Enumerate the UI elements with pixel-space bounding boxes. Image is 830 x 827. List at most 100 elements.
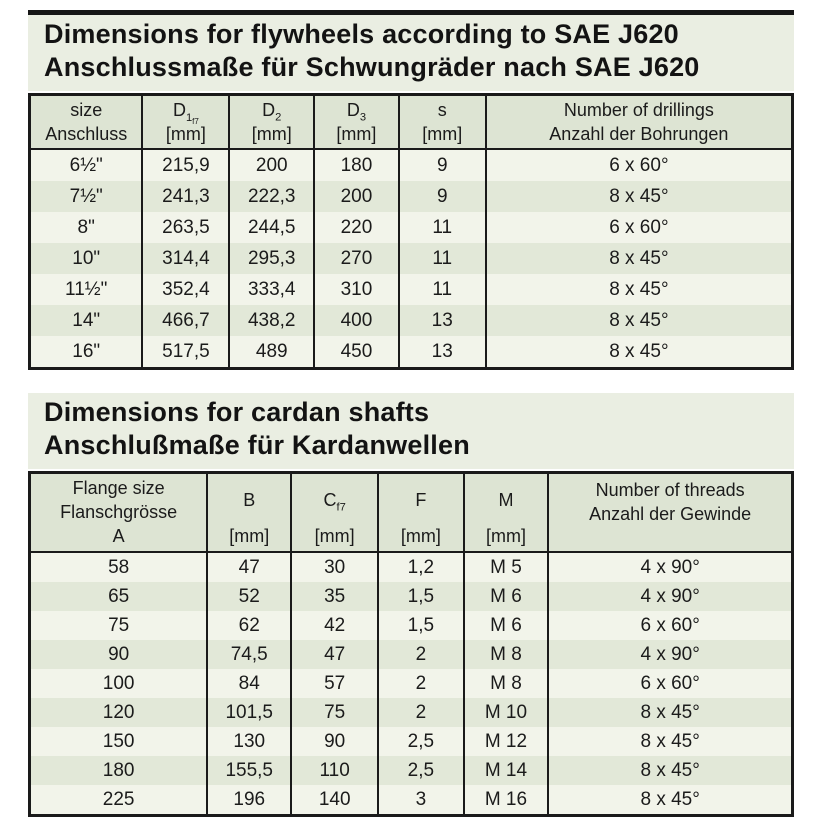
table-cell: 140	[290, 785, 380, 816]
table-cell: 2	[377, 640, 465, 669]
size-label: size	[70, 100, 103, 120]
table-cell: 2,5	[377, 756, 465, 785]
table-cell: 101,5	[206, 698, 293, 727]
table-cell: 2,5	[377, 727, 465, 756]
table-cell: M 8	[462, 669, 550, 698]
table-cell: 1,5	[377, 582, 465, 611]
table-cell: 180	[28, 756, 209, 785]
table-cell: 8 x 45°	[547, 727, 794, 756]
table-cell: 438,2	[228, 305, 316, 336]
table-cell: 8 x 45°	[484, 336, 794, 369]
table-cell: M 16	[462, 785, 550, 816]
table-cell: 74,5	[206, 640, 293, 669]
s-symbol: s	[437, 100, 447, 120]
cardan-col-cf7: Cf7 [mm]	[290, 472, 380, 553]
table-cell: 200	[313, 181, 400, 212]
table-row: 8" 263,5 244,5 220 11 6 x 60°	[28, 212, 794, 243]
table-cell: 35	[290, 582, 380, 611]
table-cell: 11	[397, 274, 487, 305]
table-cell: 90	[290, 727, 380, 756]
table-cell: 2	[377, 669, 465, 698]
table-cell: 1,2	[377, 552, 465, 582]
table-cell: 270	[313, 243, 400, 274]
table-cell: 57	[290, 669, 380, 698]
table-cell: M 12	[462, 727, 550, 756]
table-cell: 30	[290, 552, 380, 582]
table-cell: 8 x 45°	[484, 305, 794, 336]
table-cell: 42	[290, 611, 380, 640]
table-cell: 450	[313, 336, 400, 369]
table-row: 7½" 241,3 222,3 200 9 8 x 45°	[28, 181, 794, 212]
table-cell: 150	[28, 727, 209, 756]
table-cell: 4 x 90°	[547, 582, 794, 611]
table-cell: 6 x 60°	[484, 212, 794, 243]
table-cell: 200	[228, 149, 316, 181]
table-cell: 180	[313, 149, 400, 181]
table-cell: 120	[28, 698, 209, 727]
table-row: 16" 517,5 489 450 13 8 x 45°	[28, 336, 794, 369]
cardan-col-m: M [mm]	[462, 472, 550, 553]
table-cell: 352,4	[141, 274, 231, 305]
table-cell: 314,4	[141, 243, 231, 274]
flywheel-table-body: 6½" 215,9 200 180 9 6 x 60° 7½" 241,3 222,3 200 9 8…	[28, 149, 794, 369]
table-row: 6½" 215,9 200 180 9 6 x 60°	[28, 149, 794, 181]
table-cell: M 10	[462, 698, 550, 727]
flywheel-col-size: size Anschluss	[28, 94, 144, 150]
drillings-label-en: Number of drillings	[563, 100, 714, 120]
table-cell: 8 x 45°	[547, 698, 794, 727]
table-cell: 75	[28, 611, 209, 640]
m-symbol: M	[498, 490, 514, 510]
m-unit: [mm]	[485, 526, 526, 546]
flywheel-header-row: size Anschluss D1f7 [mm] D2 [mm]	[28, 94, 794, 150]
table-cell: 220	[313, 212, 400, 243]
cardan-dimensions-table: Flange size Flanschgrösse A B [mm] Cf7 […	[28, 471, 794, 817]
flange-a-label: A	[112, 526, 125, 546]
table-cell: 2	[377, 698, 465, 727]
b-unit: [mm]	[229, 526, 270, 546]
table-cell: 58	[28, 552, 209, 582]
table-cell: 6 x 60°	[484, 149, 794, 181]
table-cell: 517,5	[141, 336, 231, 369]
table-cell: M 14	[462, 756, 550, 785]
table-cell: 47	[290, 640, 380, 669]
table-cell: M 6	[462, 611, 550, 640]
table-cell: 196	[206, 785, 293, 816]
table-row: 150 130 90 2,5 M 12 8 x 45°	[28, 727, 794, 756]
threads-label-de: Anzahl der Gewinde	[589, 504, 752, 524]
s-unit: [mm]	[422, 124, 463, 144]
table-cell: 263,5	[141, 212, 231, 243]
table-cell: 489	[228, 336, 316, 369]
table-cell: 52	[206, 582, 293, 611]
f-unit: [mm]	[400, 526, 441, 546]
b-symbol: B	[243, 490, 256, 510]
table-cell: 9	[397, 181, 487, 212]
table-cell: 215,9	[141, 149, 231, 181]
table-cell: 466,7	[141, 305, 231, 336]
cf7-symbol: Cf7	[323, 490, 346, 514]
table-cell: 14"	[28, 305, 144, 336]
cardan-title-block: Dimensions for cardan shafts Anschlußmaß…	[28, 393, 794, 469]
table-cell: 100	[28, 669, 209, 698]
table-cell: 333,4	[228, 274, 316, 305]
d3-unit: [mm]	[336, 124, 377, 144]
flywheel-col-drillings: Number of drillings Anzahl der Bohrungen	[484, 94, 794, 150]
table-cell: 7½"	[28, 181, 144, 212]
anschluss-label: Anschluss	[45, 124, 128, 144]
d2-symbol: D2	[262, 100, 282, 124]
table-cell: 222,3	[228, 181, 316, 212]
cardan-title-english: Dimensions for cardan shafts	[44, 397, 430, 427]
table-cell: 62	[206, 611, 293, 640]
table-cell: 8 x 45°	[484, 181, 794, 212]
table-cell: 6 x 60°	[547, 611, 794, 640]
table-cell: 4 x 90°	[547, 552, 794, 582]
table-cell: 16"	[28, 336, 144, 369]
flywheel-title-block: Dimensions for flywheels according to SA…	[28, 15, 794, 91]
flywheel-col-s: s [mm]	[397, 94, 487, 150]
table-cell: 310	[313, 274, 400, 305]
table-row: 180 155,5 110 2,5 M 14 8 x 45°	[28, 756, 794, 785]
table-cell: 8 x 45°	[484, 274, 794, 305]
table-cell: 244,5	[228, 212, 316, 243]
table-cell: 3	[377, 785, 465, 816]
